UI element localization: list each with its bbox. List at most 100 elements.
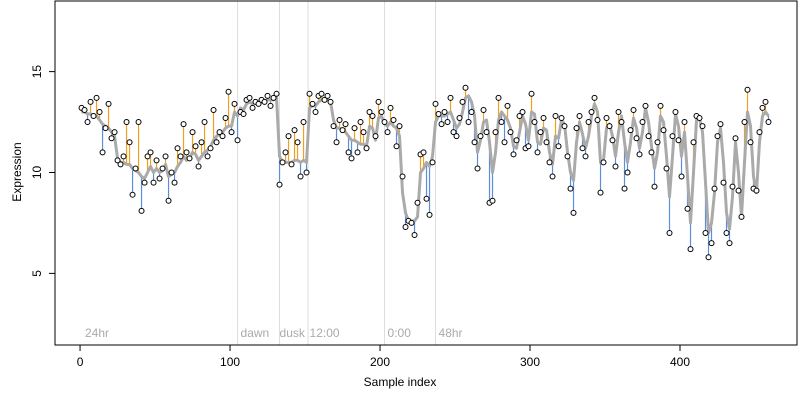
data-point (246, 94, 253, 101)
data-point (369, 113, 376, 120)
fit-line (81, 94, 770, 235)
data-point (96, 108, 103, 115)
data-point (711, 185, 718, 192)
data-point (321, 96, 328, 103)
data-point (420, 149, 427, 156)
data-point (474, 165, 481, 172)
data-point (81, 106, 88, 113)
data-point (624, 169, 631, 176)
data-point (504, 102, 511, 109)
data-point (162, 153, 169, 160)
data-point (312, 108, 319, 115)
data-point (684, 205, 691, 212)
data-point (168, 169, 175, 176)
data-point (603, 115, 610, 122)
data-point (657, 102, 664, 109)
data-point (471, 139, 478, 146)
annotation: 48hr (439, 326, 463, 340)
data-point (525, 143, 532, 150)
annotation: 24hr (85, 326, 109, 340)
data-point (543, 139, 550, 146)
data-point (747, 139, 754, 146)
data-point (498, 119, 505, 126)
data-point (714, 133, 721, 140)
data-point (276, 181, 283, 188)
y-tick-label: 15 (30, 65, 44, 79)
data-point (636, 151, 643, 158)
data-point (753, 187, 760, 194)
data-point (483, 129, 490, 136)
data-point (180, 121, 187, 128)
data-point (306, 90, 313, 97)
data-point (372, 133, 379, 140)
data-point (267, 102, 274, 109)
data-point (339, 127, 346, 134)
data-point (231, 100, 238, 107)
data-point (141, 179, 148, 186)
x-axis-label: Sample index (364, 375, 437, 389)
annotation: dawn (241, 326, 270, 340)
data-point (633, 135, 640, 142)
data-point (234, 137, 241, 144)
data-point (195, 163, 202, 170)
data-point (273, 90, 280, 97)
data-point (462, 84, 469, 91)
data-point (309, 100, 316, 107)
data-point (597, 189, 604, 196)
data-point (648, 149, 655, 156)
data-point (288, 161, 295, 168)
data-point (174, 145, 181, 152)
data-point (681, 119, 688, 126)
data-point (120, 153, 127, 160)
data-point (438, 121, 445, 128)
data-point (663, 165, 670, 172)
data-point (363, 145, 370, 152)
data-point (615, 108, 622, 115)
data-point (465, 119, 472, 126)
data-point (303, 169, 310, 176)
data-point (150, 179, 157, 186)
data-point (708, 240, 715, 247)
data-point (402, 223, 409, 230)
annotation: 12:00 (310, 326, 340, 340)
data-point (396, 123, 403, 130)
data-point (450, 129, 457, 136)
data-point (210, 106, 217, 113)
data-point (255, 100, 262, 107)
data-point (135, 119, 142, 126)
data-point (93, 94, 100, 101)
data-point (228, 129, 235, 136)
data-point (492, 129, 499, 136)
data-point (270, 94, 277, 101)
data-point (507, 129, 514, 136)
data-point (702, 230, 709, 237)
data-point (102, 125, 109, 132)
data-point (192, 143, 199, 150)
data-point (144, 153, 151, 160)
data-point (726, 240, 733, 247)
data-point (207, 145, 214, 152)
data-point (678, 173, 685, 180)
data-point (558, 115, 565, 122)
data-point (717, 121, 724, 128)
data-point (285, 133, 292, 140)
data-point (738, 213, 745, 220)
data-point (138, 207, 145, 214)
data-point (189, 129, 196, 136)
data-point (159, 165, 166, 172)
annotation: 0:00 (388, 326, 412, 340)
data-point (612, 163, 619, 170)
data-point (732, 135, 739, 142)
data-point (216, 129, 223, 136)
data-point (561, 123, 568, 130)
data-point (459, 98, 466, 105)
data-point (447, 94, 454, 101)
data-point (429, 159, 436, 166)
data-point (600, 159, 607, 166)
data-point (762, 98, 769, 105)
data-point (585, 119, 592, 126)
data-point (426, 211, 433, 218)
data-point (336, 117, 343, 124)
data-point (570, 209, 577, 216)
